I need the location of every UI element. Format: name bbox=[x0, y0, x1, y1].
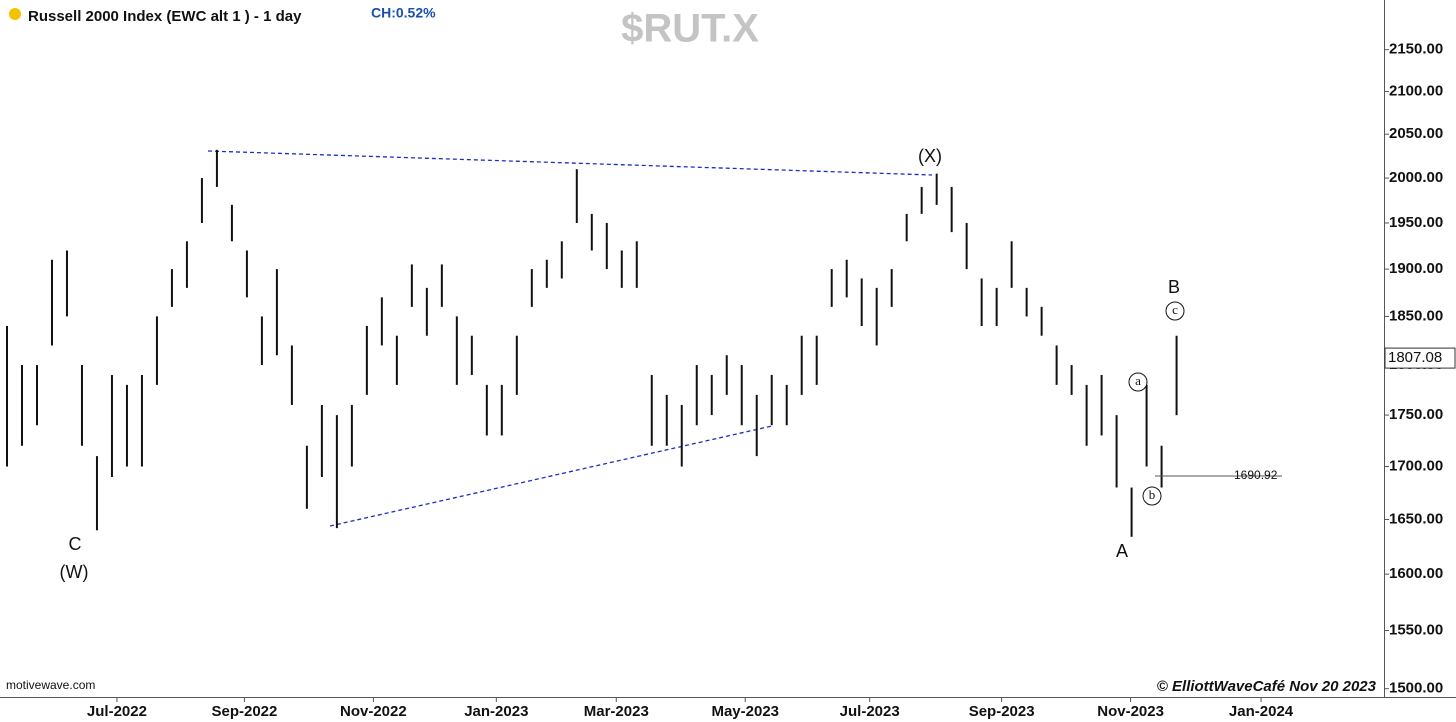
y-tick-label: 1500.00 bbox=[1389, 680, 1443, 697]
y-tick-label: 1550.00 bbox=[1389, 621, 1443, 638]
x-tick-label: Nov-2022 bbox=[340, 703, 407, 720]
y-tick-label: 1750.00 bbox=[1389, 406, 1443, 423]
wave-label: A bbox=[1116, 541, 1128, 561]
level-label: 1690.92 bbox=[1234, 468, 1278, 482]
wave-label: C bbox=[69, 534, 82, 554]
y-tick-label: 1650.00 bbox=[1389, 510, 1443, 527]
y-tick-label: 1850.00 bbox=[1389, 307, 1443, 324]
x-tick-label: Jul-2022 bbox=[87, 703, 147, 720]
trendline bbox=[329, 425, 773, 527]
wave-label: (W) bbox=[60, 562, 89, 582]
change-label: CH:0.52% bbox=[371, 5, 436, 21]
x-tick-label: Jan-2024 bbox=[1229, 703, 1294, 720]
status-dot bbox=[9, 8, 21, 20]
x-tick-label: Jan-2023 bbox=[464, 703, 528, 720]
y-tick-label: 2150.00 bbox=[1389, 41, 1443, 58]
wave-circle bbox=[1142, 486, 1162, 506]
watermark: $RUT.X bbox=[621, 7, 759, 51]
chart-title: Russell 2000 Index (EWC alt 1 ) - 1 day bbox=[28, 8, 302, 25]
last-price-label: 1807.08 bbox=[1388, 349, 1442, 366]
x-tick-label: Nov-2023 bbox=[1097, 703, 1164, 720]
source-label: motivewave.com bbox=[6, 678, 95, 692]
y-tick-label: 1950.00 bbox=[1389, 214, 1443, 231]
circled-wave-label: b bbox=[1149, 487, 1156, 502]
x-tick-label: Sep-2022 bbox=[211, 703, 277, 720]
circled-wave-label: a bbox=[1135, 373, 1141, 388]
y-tick-label: 2050.00 bbox=[1389, 125, 1443, 142]
y-tick-label: 1900.00 bbox=[1389, 260, 1443, 277]
y-tick-label: 1700.00 bbox=[1389, 457, 1443, 474]
wave-circle bbox=[1165, 301, 1185, 321]
copyright-label: © ElliottWaveCafé Nov 20 2023 bbox=[1157, 678, 1377, 695]
circled-wave-label: c bbox=[1172, 302, 1178, 317]
x-tick-label: Sep-2023 bbox=[969, 703, 1035, 720]
last-price-box bbox=[1384, 347, 1456, 369]
x-tick-label: Mar-2023 bbox=[584, 703, 649, 720]
y-tick-label: 2000.00 bbox=[1389, 169, 1443, 186]
wave-label: (X) bbox=[918, 146, 942, 166]
trendline bbox=[207, 150, 933, 176]
wave-circle bbox=[1128, 372, 1148, 392]
y-tick-label: 2100.00 bbox=[1389, 82, 1443, 99]
y-tick-label: 1600.00 bbox=[1389, 565, 1443, 582]
x-tick-label: Jul-2023 bbox=[840, 703, 900, 720]
wave-label: B bbox=[1168, 277, 1180, 297]
x-tick-label: May-2023 bbox=[711, 703, 779, 720]
